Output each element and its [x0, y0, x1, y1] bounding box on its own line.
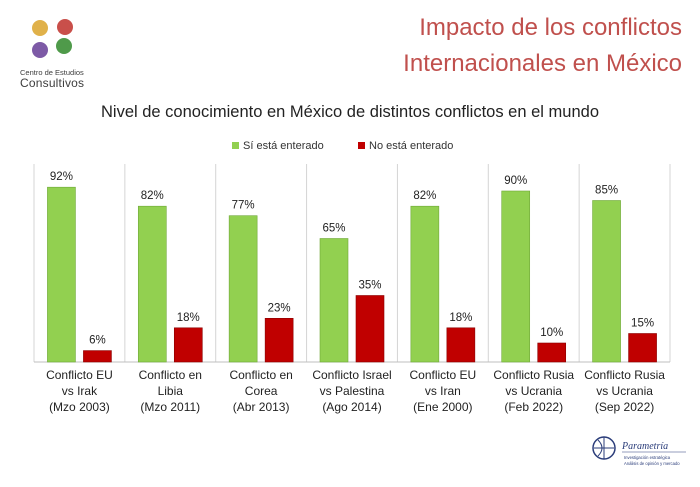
x-tick-label: (Abr 2013): [233, 400, 290, 414]
data-label-no: 18%: [449, 312, 472, 324]
x-tick-label: (Mzo 2003): [49, 400, 110, 414]
bar-chart: Sí está enterado No está enterado 92% 6% Con…: [33, 140, 671, 414]
logo-dot-red: [57, 19, 73, 35]
x-tick-label: (Mzo 2011): [140, 400, 200, 414]
bar-no-enterado: [537, 342, 567, 363]
x-tick-label: Conflicto EU: [46, 368, 113, 382]
logo-text: Centro de Estudios Consultivos: [20, 69, 110, 89]
parametria-logo: Parametría Investigación estratégica Aná…: [592, 436, 686, 466]
logo-dot-purple: [32, 42, 48, 58]
data-label-no: 6%: [89, 335, 106, 347]
data-label-si: 90%: [504, 175, 527, 187]
logo-dot-orange: [32, 20, 48, 36]
data-label-si: 77%: [232, 200, 255, 212]
x-tick-label: Conflicto Israel: [312, 368, 391, 382]
parametria-tagline2: Análisis de opinión y mercado: [624, 461, 680, 466]
chart-title: Nivel de conocimiento en México de disti…: [100, 103, 599, 121]
legend-label-si: Sí está enterado: [243, 140, 324, 152]
logo: [32, 19, 73, 58]
data-label-no: 18%: [177, 312, 200, 324]
bar-no-enterado: [446, 327, 476, 363]
data-label-no: 10%: [540, 327, 563, 339]
x-tick-label: Conflicto en: [139, 368, 202, 382]
bar-no-enterado: [83, 350, 112, 363]
x-tick-label: vs Ucrania: [505, 384, 562, 398]
bar-no-enterado: [628, 333, 657, 363]
data-label-si: 65%: [322, 223, 345, 235]
bar-si-enterado: [501, 190, 531, 363]
bar-si-enterado: [137, 205, 167, 363]
header-title-line1: Impacto de los conflictos: [419, 14, 682, 41]
parametria-brand: Parametría: [621, 441, 668, 452]
data-label-si: 85%: [595, 185, 618, 197]
x-tick-label: Corea: [245, 384, 278, 398]
x-tick-label: vs Irak: [62, 384, 98, 398]
logo-dot-green: [56, 38, 72, 54]
bar-si-enterado: [47, 186, 76, 363]
header-title: Impacto de los conflictos Internacionale…: [403, 10, 682, 82]
legend-label-no: No está enterado: [369, 140, 453, 152]
bar-si-enterado: [592, 200, 621, 363]
data-label-no: 35%: [358, 280, 381, 292]
logo-line2: Consultivos: [20, 75, 85, 90]
x-tick-label: Conflicto Rusia: [493, 368, 574, 382]
x-tick-label: vs Palestina: [320, 384, 385, 398]
x-tick-label: (Sep 2022): [595, 400, 654, 414]
x-tick-label: vs Iran: [425, 384, 461, 398]
x-tick-label: Conflicto Rusia: [584, 368, 665, 382]
parametria-tagline1: Investigación estratégica: [624, 455, 671, 460]
x-tick-label: Libia: [158, 384, 184, 398]
bar-si-enterado: [319, 238, 349, 363]
bar-si-enterado: [410, 205, 440, 363]
x-tick-label: (Feb 2022): [504, 400, 563, 414]
data-label-no: 23%: [268, 302, 291, 314]
parametria-globe-meridian: [594, 437, 614, 459]
legend-swatch-no: [358, 142, 365, 149]
logo-line1: Centro de Estudios: [20, 68, 84, 77]
x-tick-label: Conflicto en: [229, 368, 292, 382]
x-tick-label: (Ene 2000): [413, 400, 472, 414]
bar-no-enterado: [264, 318, 294, 363]
data-label-si: 82%: [413, 190, 436, 202]
x-tick-label: vs Ucrania: [596, 384, 653, 398]
bar-no-enterado: [173, 327, 203, 363]
x-tick-label: (Ago 2014): [322, 400, 381, 414]
data-label-no: 15%: [631, 318, 654, 330]
legend-swatch-si: [232, 142, 239, 149]
bar-no-enterado: [355, 295, 385, 363]
data-label-si: 92%: [50, 171, 73, 183]
data-label-si: 82%: [141, 190, 164, 202]
header-title-line2: Internacionales en México: [403, 50, 682, 77]
x-tick-label: Conflicto EU: [410, 368, 477, 382]
bar-si-enterado: [228, 215, 258, 363]
